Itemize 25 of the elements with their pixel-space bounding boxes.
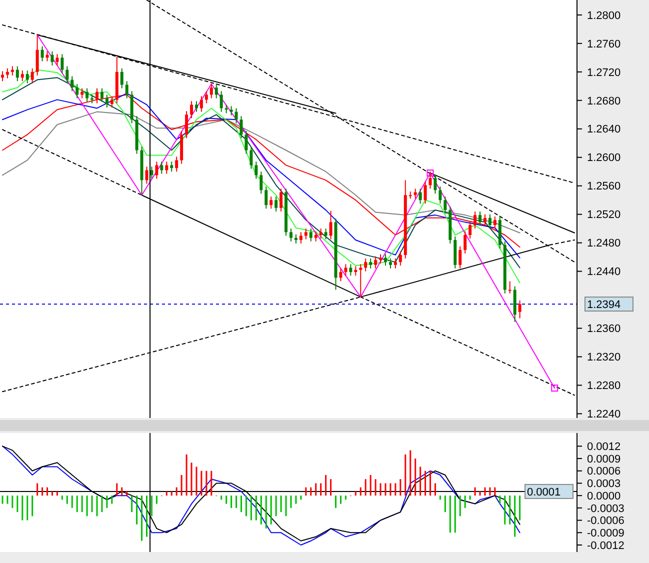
y-tick-label: 1.2800 <box>587 10 621 22</box>
y-tick-label: 0.0009 <box>587 453 621 466</box>
y-tick-label: 1.2440 <box>587 266 621 278</box>
y-tick-label: 1.2360 <box>587 323 621 336</box>
y-tick-label: 1.2720 <box>587 66 621 79</box>
y-tick-label: -0.0003 <box>587 502 624 515</box>
ref-line-label: 0.0001 <box>527 486 561 498</box>
y-tick-label: 0.0012 <box>587 441 621 454</box>
y-tick-label: 1.2640 <box>587 124 621 136</box>
y-tick-label: 0.0006 <box>587 466 621 478</box>
y-tick-label: 1.2760 <box>587 38 621 50</box>
y-tick-label: 1.2480 <box>587 238 621 250</box>
y-tick-label: 1.2600 <box>587 152 621 164</box>
y-tick-label: 1.2680 <box>587 95 621 108</box>
y-tick-label: -0.0012 <box>587 540 624 552</box>
y-tick-label: 1.2560 <box>587 180 621 193</box>
y-tick-label: 1.2320 <box>587 352 621 364</box>
y-tick-label: -0.0006 <box>587 515 624 528</box>
y-tick-label: 1.2240 <box>587 408 621 421</box>
y-tick-label: -0.0009 <box>587 527 624 540</box>
y-tick-label: 0.0000 <box>587 490 621 502</box>
y-tick-label: 1.2520 <box>587 209 621 222</box>
ref-line-label: 1.2394 <box>587 298 621 311</box>
y-tick-label: 1.2280 <box>587 380 621 392</box>
y-tick-label: 0.0003 <box>587 478 621 490</box>
